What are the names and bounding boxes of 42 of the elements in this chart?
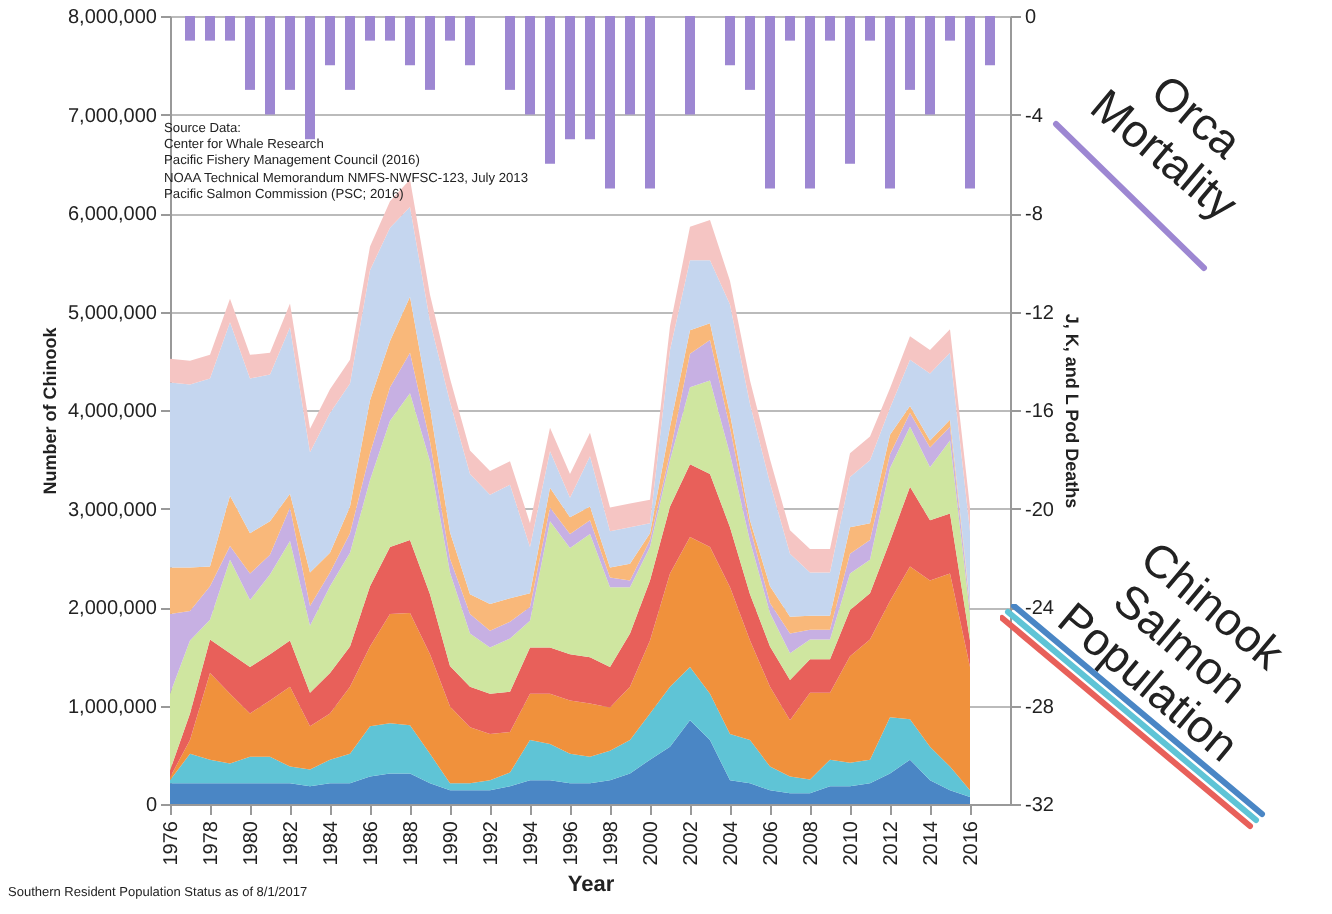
y2-tick-label: -20 <box>1025 499 1055 522</box>
x-tick-label: 2004 <box>721 820 743 866</box>
x-tick-label: 2006 <box>761 820 783 866</box>
x-tick-label: 2012 <box>881 820 903 866</box>
x-tick-label: 2010 <box>841 820 863 866</box>
y2-tick-label: -28 <box>1025 696 1055 719</box>
x-tick-label: 2008 <box>801 820 823 866</box>
x-tick-label: 2016 <box>961 820 983 866</box>
y-tick-label: 1,000,000 <box>68 696 158 719</box>
y-tick-label: 5,000,000 <box>68 302 158 325</box>
y-tick-label: 8,000,000 <box>68 7 158 29</box>
x-tick-label: 2000 <box>641 820 663 866</box>
y-tick-label: 6,000,000 <box>68 204 158 226</box>
x-tick-label: 1986 <box>361 820 383 866</box>
y-tick-label: 2,000,000 <box>68 598 158 620</box>
x-tick-label: 1984 <box>321 820 343 866</box>
x-tick-label: 1996 <box>561 820 583 866</box>
x-tick-label: 1978 <box>201 820 223 866</box>
y2-tick-label: -32 <box>1025 795 1055 817</box>
x-tick-label: 1992 <box>481 820 503 866</box>
x-tick-label: 1980 <box>241 820 263 866</box>
y2-tick-label: -24 <box>1025 598 1055 620</box>
y-axis-title: Number of Chinook <box>40 325 61 495</box>
x-tick-label: 1976 <box>161 820 183 866</box>
y2-tick-label: -12 <box>1025 302 1055 325</box>
y2-axis-title: J, K, and L Pod Deaths <box>1061 313 1082 509</box>
x-tick-label: 1994 <box>521 820 543 866</box>
x-tick-label: 1982 <box>281 820 303 866</box>
y2-tick-label: -8 <box>1025 204 1044 226</box>
y2-tick-label: -4 <box>1025 105 1044 128</box>
x-tick-label: 2002 <box>681 820 703 866</box>
y-tick-label: 7,000,000 <box>68 105 158 128</box>
y2-tick-label: 0 <box>1025 7 1037 29</box>
x-tick-label: 1988 <box>401 820 423 866</box>
y2-tick-label: -16 <box>1025 401 1055 423</box>
x-axis-title: Year <box>567 873 616 898</box>
x-tick-label: 1990 <box>441 820 463 866</box>
x-tick-label: 1998 <box>601 820 623 866</box>
x-tick-label: 2014 <box>921 820 943 866</box>
y-tick-label: 3,000,000 <box>68 499 158 522</box>
y-tick-label: 0 <box>145 795 158 817</box>
y-tick-label: 4,000,000 <box>68 401 158 423</box>
